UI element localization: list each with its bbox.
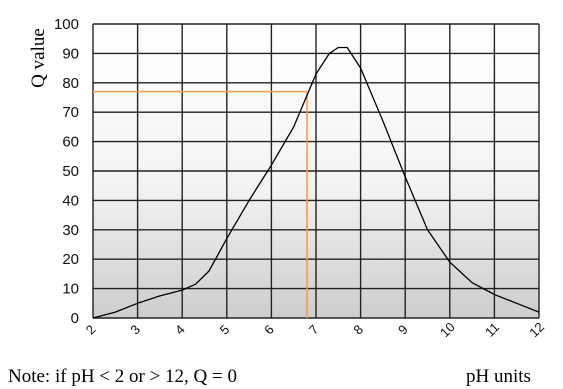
y-axis-label: Q value: [28, 28, 49, 88]
x-tick-7: 7: [306, 322, 322, 338]
note-text: Note: if pH < 2 or > 12, Q = 0: [8, 366, 237, 387]
x-tick-8: 8: [350, 322, 366, 338]
y-tick-labels: 0 10 20 30 40 50 60 70 80 90 100: [54, 16, 79, 327]
x-tick-6: 6: [261, 322, 277, 338]
y-tick-0: 0: [71, 310, 79, 327]
y-tick-80: 80: [62, 75, 79, 92]
x-tick-5: 5: [217, 322, 233, 338]
y-tick-100: 100: [54, 16, 79, 33]
y-tick-90: 90: [62, 45, 79, 62]
x-tick-11: 11: [482, 320, 502, 340]
x-tick-4: 4: [172, 322, 188, 338]
y-tick-50: 50: [62, 163, 79, 180]
series-line-0: [92, 46, 540, 319]
y-tick-20: 20: [62, 251, 79, 268]
x-tick-3: 3: [127, 322, 143, 338]
q-curve: [92, 46, 540, 319]
grid: [92, 23, 540, 319]
x-axis-label: pH units: [466, 366, 531, 387]
y-tick-70: 70: [62, 104, 79, 121]
x-tick-2: 2: [83, 322, 99, 338]
y-tick-10: 10: [62, 281, 79, 298]
y-tick-40: 40: [62, 192, 79, 209]
y-tick-30: 30: [62, 222, 79, 239]
x-tick-labels: 2 3 4 5 6 7 8 9 10 11 12: [83, 319, 547, 340]
x-tick-9: 9: [395, 322, 411, 338]
ph-annotation: [93, 90, 308, 318]
x-tick-12: 12: [526, 319, 547, 340]
x-tick-10: 10: [437, 319, 458, 340]
y-tick-60: 60: [62, 134, 79, 151]
